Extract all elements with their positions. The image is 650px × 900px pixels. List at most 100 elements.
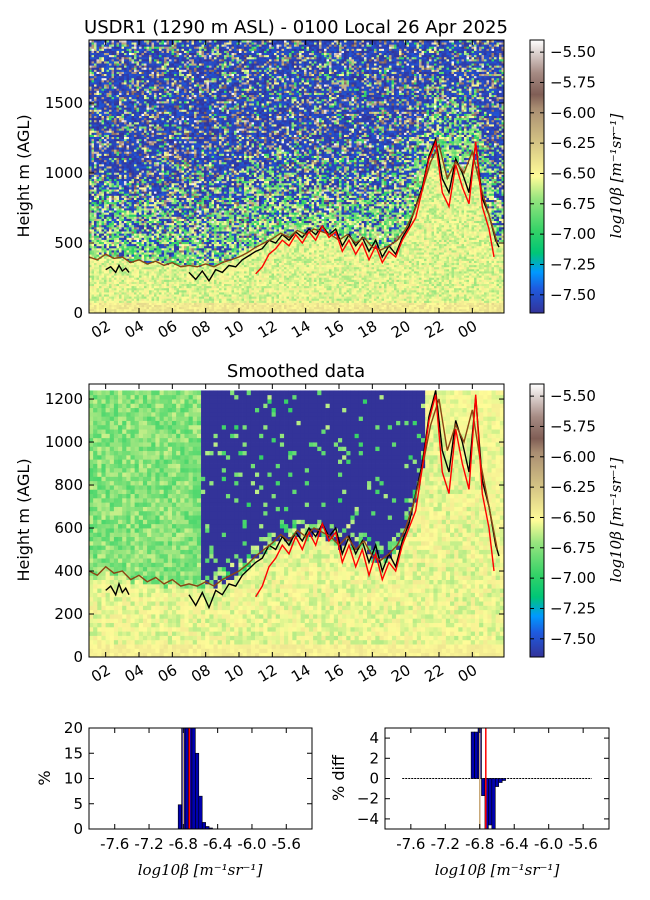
heatmap-cell xyxy=(166,203,170,207)
heatmap-cell xyxy=(129,210,132,213)
heatmap-cell xyxy=(111,84,115,87)
heatmap-cell xyxy=(159,138,162,142)
heatmap-cell xyxy=(149,111,152,114)
heatmap-cell xyxy=(91,195,95,198)
heatmap-cell xyxy=(166,142,170,146)
heatmap-cell xyxy=(134,166,137,169)
heatmap-cell xyxy=(129,63,132,66)
heatmap-cell xyxy=(126,79,130,83)
heatmap-cell xyxy=(154,130,157,133)
heatmap-cell xyxy=(94,65,97,68)
heatmap-cell xyxy=(149,210,152,213)
heatmap-cell xyxy=(131,226,135,230)
heatmap-cell xyxy=(116,166,120,169)
heatmap-cell xyxy=(136,285,140,289)
heatmap-cell xyxy=(136,266,140,270)
heatmap-cell xyxy=(164,203,167,207)
heatmap-cell xyxy=(154,205,157,209)
heatmap-cell xyxy=(89,283,92,287)
heatmap-cell xyxy=(131,214,135,217)
heatmap-cell xyxy=(159,52,162,56)
heatmap-cell xyxy=(174,187,177,190)
heatmap-cell xyxy=(131,208,135,211)
heatmap-cell xyxy=(144,73,147,77)
heatmap-cell xyxy=(154,103,157,106)
heatmap-cell xyxy=(164,296,167,299)
heatmap-cell xyxy=(94,151,97,154)
heatmap-cell xyxy=(166,61,170,64)
heatmap-cell xyxy=(136,155,140,158)
heatmap-cell xyxy=(166,306,170,310)
heatmap-cell xyxy=(171,149,175,152)
heatmap-cell xyxy=(109,271,112,274)
heatmap-cell xyxy=(159,92,162,95)
heatmap-cell xyxy=(139,145,142,148)
heatmap-cell xyxy=(126,237,130,240)
heatmap-cell xyxy=(139,96,142,100)
heatmap-cell xyxy=(129,100,132,104)
heatmap-cell xyxy=(131,296,135,299)
heatmap-cell xyxy=(119,155,122,158)
heatmap-cell xyxy=(116,113,120,116)
heatmap-cell xyxy=(129,136,132,140)
heatmap-cell xyxy=(116,222,120,226)
heatmap-cell xyxy=(136,180,140,184)
heatmap-cell xyxy=(114,92,117,95)
heatmap-cell xyxy=(144,168,147,171)
heatmap-cell xyxy=(109,157,112,161)
heatmap-cell xyxy=(134,231,137,234)
heatmap-cell xyxy=(114,210,117,213)
heatmap-cell xyxy=(136,151,140,154)
heatmap-cell xyxy=(174,308,177,312)
heatmap-cell xyxy=(174,220,177,224)
heatmap-cell xyxy=(129,105,132,108)
heatmap-cell xyxy=(111,161,115,165)
heatmap-cell xyxy=(109,252,112,255)
heatmap-cell xyxy=(156,216,160,219)
heatmap-cell xyxy=(141,289,145,293)
heatmap-cell xyxy=(146,237,150,240)
heatmap-cell xyxy=(171,218,175,221)
heatmap-cell xyxy=(99,149,102,152)
heatmap-cell xyxy=(151,271,155,274)
heatmap-cell xyxy=(156,142,160,146)
heatmap-cell xyxy=(109,298,112,301)
heatmap-cell xyxy=(104,302,107,305)
heatmap-cell xyxy=(139,161,142,165)
heatmap-cell xyxy=(164,275,167,278)
heatmap-cell xyxy=(129,119,132,123)
heatmap-cell xyxy=(154,94,157,98)
heatmap-cell xyxy=(144,61,147,64)
heatmap-cell xyxy=(116,155,120,158)
heatmap-cell xyxy=(124,243,127,247)
heatmap-cell xyxy=(154,208,157,211)
heatmap-cell xyxy=(96,58,100,62)
heatmap-cell xyxy=(104,119,107,123)
heatmap-cell xyxy=(159,205,162,209)
heatmap-cell xyxy=(96,235,100,238)
heatmap-cell xyxy=(161,168,165,171)
heatmap-cell xyxy=(91,168,95,171)
heatmap-cell xyxy=(154,75,157,79)
heatmap-cell xyxy=(151,191,155,194)
heatmap-cell xyxy=(151,231,155,234)
heatmap-cell xyxy=(126,111,130,114)
heatmap-cell xyxy=(156,100,160,104)
heatmap-cell xyxy=(141,271,145,274)
heatmap-cell xyxy=(164,189,167,192)
heatmap-cell xyxy=(149,115,152,119)
heatmap-cell xyxy=(144,142,147,146)
heatmap-cell xyxy=(111,250,115,253)
heatmap-cell xyxy=(116,264,120,268)
heatmap-cell xyxy=(156,63,160,66)
heatmap-cell xyxy=(166,56,170,60)
heatmap-cell xyxy=(109,63,112,66)
heatmap-cell xyxy=(134,119,137,123)
heatmap-cell xyxy=(159,226,162,230)
heatmap-cell xyxy=(126,247,130,251)
heatmap-cell xyxy=(134,184,137,188)
heatmap-cell xyxy=(99,245,102,249)
heatmap-cell xyxy=(159,145,162,148)
heatmap-cell xyxy=(111,142,115,146)
heatmap-cell xyxy=(149,40,152,43)
